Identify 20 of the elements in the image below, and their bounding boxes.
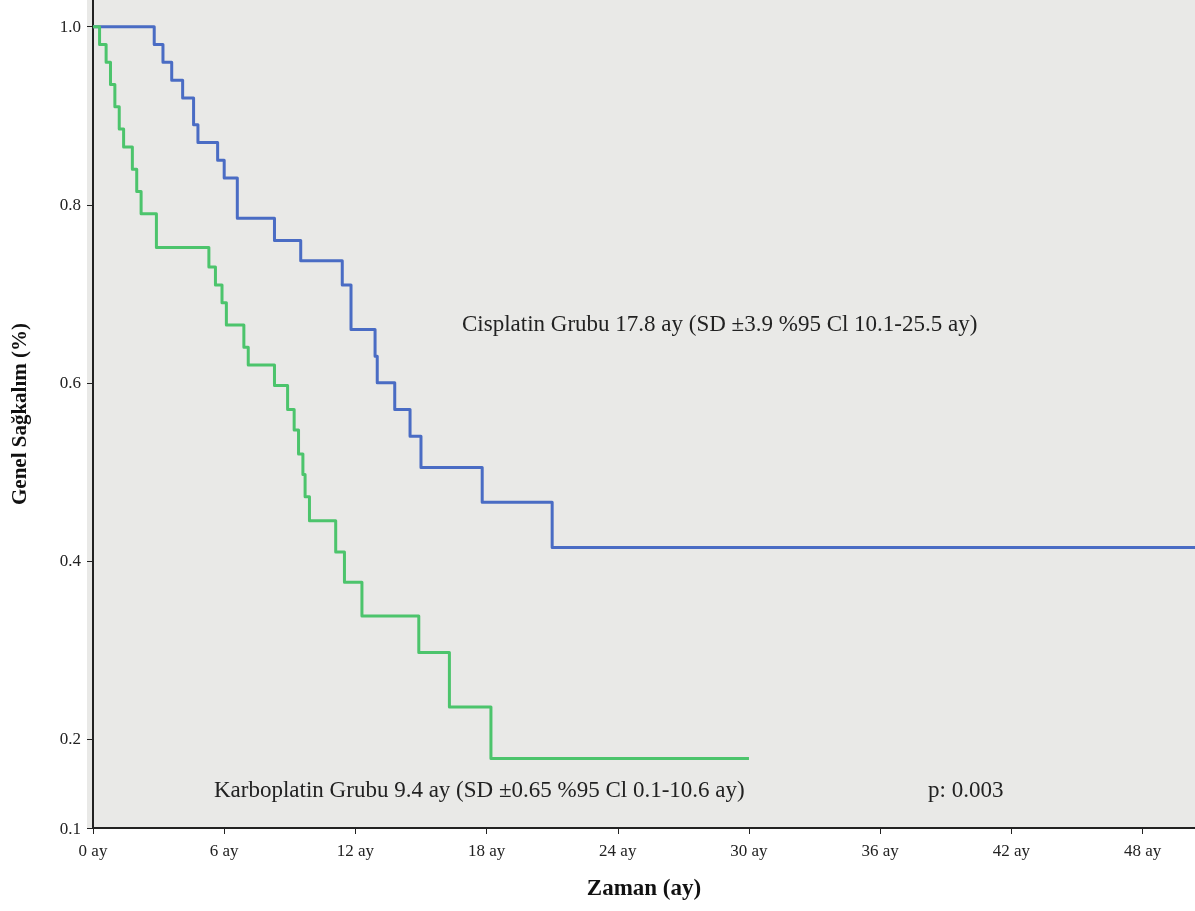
y-tick-label: 0.4: [59, 551, 82, 571]
y-axis-title: Genel Sağkalım (%): [6, 323, 31, 505]
y-tick-label: 0.2: [59, 729, 81, 749]
annotation: Karboplatin Grubu 9.4 ay (SD ±0.65 %95 Cl 0.1-10.6 ay): [214, 777, 745, 802]
x-tick-label: 6 ay: [209, 841, 240, 860]
x-tick-label: 18 ay: [467, 841, 506, 860]
annotation: Cisplatin Grubu 17.8 ay (SD ±3.9 %95 Cl 10.1-25.5 ay): [462, 311, 978, 336]
y-tick-label: 0.1: [59, 818, 81, 838]
x-tick-label: 30 ay: [730, 841, 769, 860]
x-tick-label: 24 ay: [599, 841, 637, 860]
x-tick-label: 12 ay: [336, 841, 375, 860]
x-tick-label: 0 ay: [78, 841, 108, 860]
y-tick-label: 0.6: [59, 373, 81, 393]
y-tick-label: 1.0: [59, 17, 81, 37]
x-tick-label: 42 ay: [992, 841, 1031, 860]
x-axis-title: Zaman (ay): [586, 875, 702, 900]
x-tick-label: 36 ay: [861, 841, 900, 860]
x-tick-label: 48 ay: [1123, 841, 1162, 860]
y-tick-label: 0.8: [59, 195, 81, 215]
annotation: p: 0.003: [928, 777, 1004, 802]
